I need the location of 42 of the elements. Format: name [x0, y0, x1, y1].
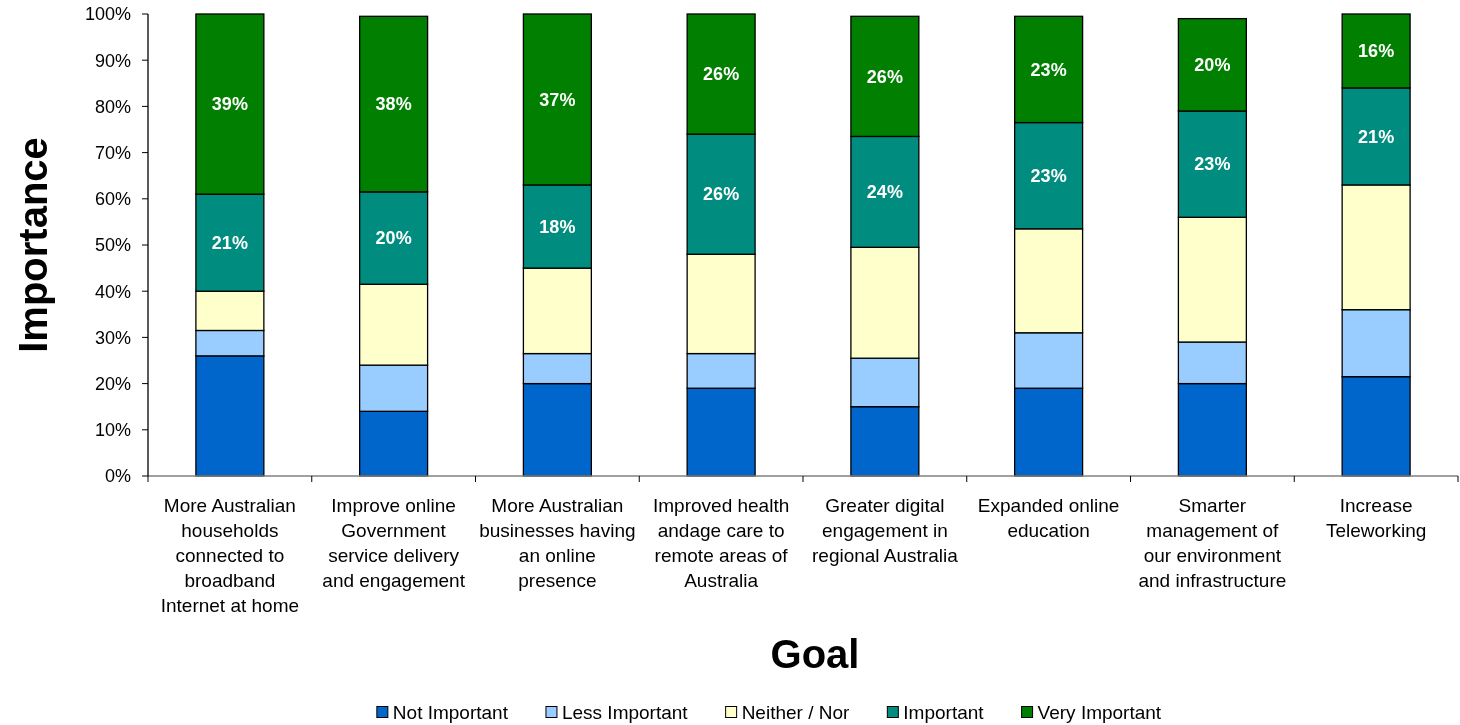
- y-tick-label: 60%: [94, 189, 131, 210]
- x-tick-label: More Australian businesses having an online presence: [479, 495, 636, 591]
- legend-label: Less Important: [561, 701, 689, 723]
- data-label: 26%: [866, 66, 903, 87]
- data-label: 38%: [375, 94, 412, 115]
- x-tick-label: Improved health andage care to remote areas of Australia: [653, 495, 790, 591]
- y-tick-label: 50%: [94, 235, 131, 256]
- y-tick-label: 40%: [94, 281, 131, 302]
- data-label: 26%: [703, 184, 740, 205]
- y-tick-label: 20%: [94, 373, 131, 394]
- x-tick-label: Improve online Government service delivery and engagement: [322, 495, 466, 591]
- data-label: 21%: [211, 232, 248, 253]
- data-label: 24%: [866, 182, 903, 203]
- data-label: 39%: [211, 94, 248, 115]
- x-tick-label: Expanded online education: [977, 495, 1120, 541]
- x-tick-label: More Australian households connected to broadband Internet at home: [160, 495, 300, 616]
- x-axis-title: Goal: [770, 632, 860, 676]
- data-label: 20%: [375, 228, 412, 249]
- data-label: 21%: [1358, 126, 1395, 147]
- legend-label: Not Important: [392, 701, 509, 723]
- y-tick-label: 10%: [94, 420, 131, 441]
- y-tick-label: 0%: [104, 466, 131, 487]
- legend-label: Neither / Nor: [741, 701, 850, 723]
- y-tick-label: 80%: [94, 96, 131, 117]
- x-tick-label: Smarter management of our environment and infrastructure: [1138, 495, 1287, 591]
- data-label: 23%: [1030, 166, 1067, 186]
- data-label: 23%: [1194, 154, 1231, 175]
- legend-label: Important: [903, 701, 985, 723]
- x-tick-label: Increase Teleworking: [1325, 495, 1427, 541]
- data-label: 18%: [539, 216, 576, 237]
- data-label: 26%: [703, 64, 740, 85]
- y-tick-label: 70%: [94, 142, 131, 163]
- data-label: 23%: [1030, 59, 1067, 80]
- data-label: 37%: [539, 89, 576, 110]
- y-tick-label: 30%: [94, 327, 131, 348]
- y-tick-label: 90%: [94, 50, 131, 71]
- y-axis-title: Importance: [11, 137, 55, 353]
- data-label: 20%: [1194, 55, 1231, 76]
- x-tick-label: Greater digital engagement in regional Australia: [811, 495, 959, 566]
- legend-label: Very Important: [1037, 701, 1162, 723]
- data-label: 16%: [1358, 41, 1395, 62]
- y-tick-label: 100%: [84, 4, 131, 25]
